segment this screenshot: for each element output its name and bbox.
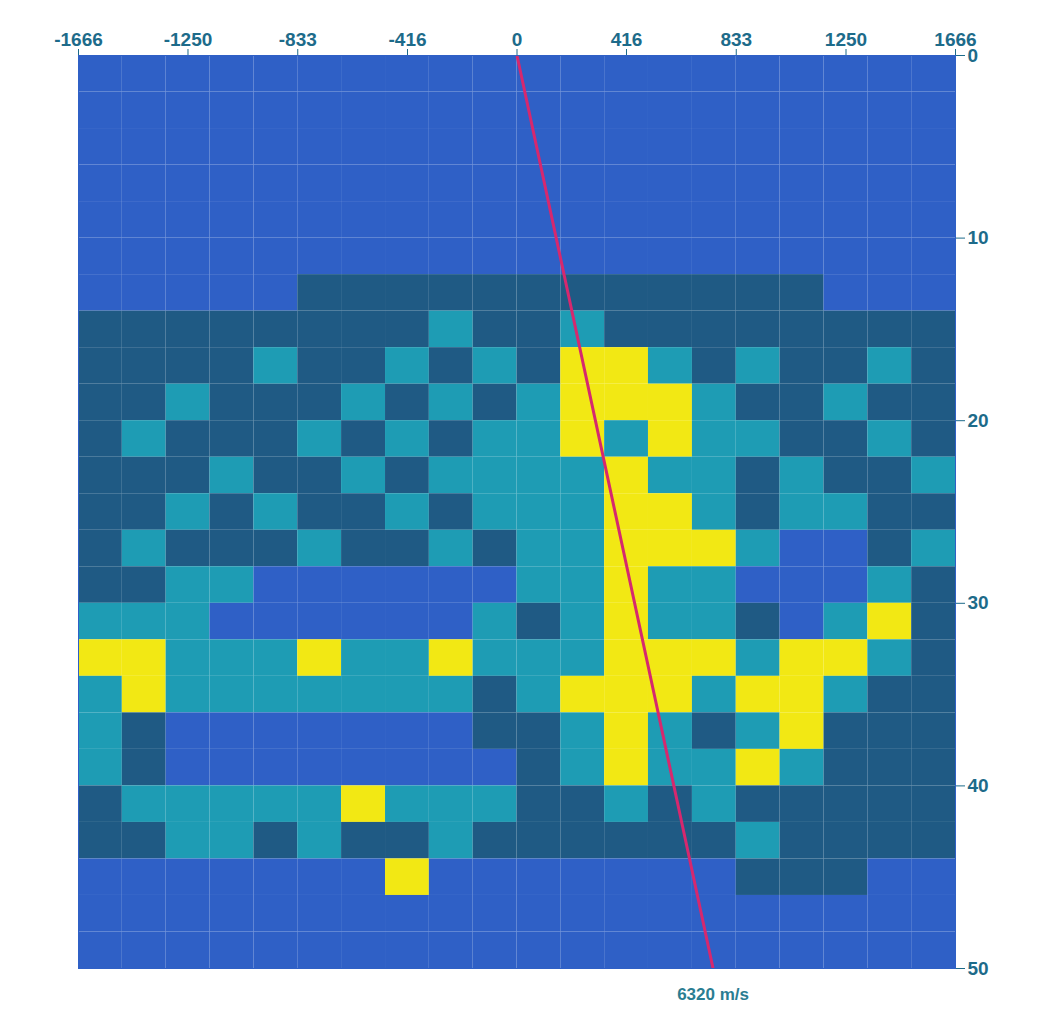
svg-text:0: 0 — [967, 44, 979, 66]
svg-text:1666: 1666 — [934, 29, 976, 50]
svg-text:20: 20 — [968, 410, 989, 431]
svg-text:-1250: -1250 — [164, 29, 213, 50]
svg-text:-416: -416 — [388, 29, 426, 50]
svg-text:0: 0 — [512, 29, 523, 50]
svg-text:-1666: -1666 — [54, 29, 103, 50]
svg-text:10: 10 — [968, 227, 989, 248]
svg-text:833: 833 — [720, 29, 752, 50]
svg-text:50: 50 — [968, 958, 989, 979]
svg-text:1250: 1250 — [825, 29, 867, 50]
svg-text:30: 30 — [968, 592, 989, 613]
svg-text:416: 416 — [611, 29, 643, 50]
svg-text:6320 m/s: 6320 m/s — [677, 985, 749, 1004]
svg-text:40: 40 — [968, 775, 989, 796]
svg-text:-833: -833 — [279, 29, 317, 50]
